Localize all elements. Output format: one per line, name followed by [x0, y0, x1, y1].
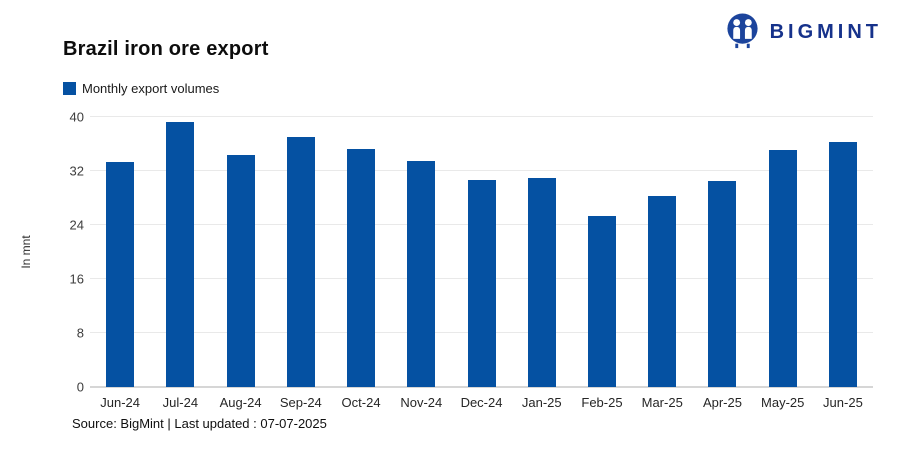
legend-label: Monthly export volumes — [82, 81, 220, 96]
x-tick-label-Aug-24: Aug-24 — [219, 395, 262, 410]
y-tick-label: 32 — [69, 163, 84, 179]
x-tick-label-Jan-25: Jan-25 — [521, 395, 562, 410]
bar-slot — [150, 117, 210, 387]
chart-title: Brazil iron ore export — [63, 38, 269, 60]
x-tick-label-Jul-24: Jul-24 — [162, 395, 199, 410]
bar-Apr-25 — [708, 181, 737, 387]
gridline-32 — [90, 170, 873, 171]
bar-slot — [512, 117, 572, 387]
bar-slot — [90, 117, 150, 387]
x-tick-label-Jun-25: Jun-25 — [823, 395, 863, 410]
bigmint-logo-text: BIGMINT — [769, 21, 882, 43]
y-axis-title: In mnt — [19, 235, 33, 269]
x-tick-label-May-25: May-25 — [761, 395, 805, 410]
bar-Jun-24 — [106, 162, 135, 387]
gridline-40 — [90, 116, 873, 117]
bar-slot — [331, 117, 391, 387]
bar-slot — [572, 117, 632, 387]
y-tick-label: 8 — [76, 325, 84, 341]
x-tick-label-Dec-24: Dec-24 — [460, 395, 503, 410]
y-axis-tick-labels: 0 8 16 24 32 40 — [36, 110, 84, 395]
bar-Nov-24 — [407, 160, 436, 387]
bar-slot — [692, 117, 752, 387]
bar-Jan-25 — [527, 177, 556, 387]
bar-May-25 — [768, 150, 797, 387]
legend: Monthly export volumes — [63, 81, 219, 96]
bar-series — [90, 117, 873, 387]
bar-Jun-25 — [828, 141, 857, 387]
bar-Dec-24 — [467, 180, 496, 387]
bar-Feb-25 — [587, 215, 616, 387]
plot-area — [90, 116, 873, 388]
bar-Aug-24 — [226, 154, 255, 387]
source-note: Source: BigMint | Last updated : 07-07-2… — [72, 416, 327, 431]
y-tick-label: 24 — [69, 217, 84, 233]
bar-slot — [632, 117, 692, 387]
x-axis-tick-labels: Jun-24 Jul-24 Aug-24 Sep-24 Oct-24 Nov-24 Dec-… — [90, 395, 873, 410]
bar-Sep-24 — [286, 137, 315, 387]
bar-slot — [813, 117, 873, 387]
gridline-0 — [90, 386, 873, 388]
bar-slot — [451, 117, 511, 387]
bigmint-miners-icon — [724, 12, 761, 53]
bigmint-logo: BIGMINT — [724, 12, 882, 53]
x-tick-label-Feb-25: Feb-25 — [581, 395, 623, 410]
bar-slot — [271, 117, 331, 387]
y-tick-label: 0 — [76, 379, 84, 395]
bar-slot — [391, 117, 451, 387]
x-tick-label-Apr-25: Apr-25 — [702, 395, 742, 410]
y-tick-label: 16 — [69, 271, 84, 287]
bar-Oct-24 — [347, 148, 376, 387]
bar-Jul-24 — [166, 122, 195, 387]
bar-slot — [753, 117, 813, 387]
bar-Mar-25 — [648, 195, 677, 387]
x-tick-label-Nov-24: Nov-24 — [400, 395, 443, 410]
legend-swatch-icon — [63, 82, 76, 95]
x-tick-label-Mar-25: Mar-25 — [641, 395, 683, 410]
bar-slot — [210, 117, 270, 387]
x-tick-label-Sep-24: Sep-24 — [279, 395, 322, 410]
y-tick-label: 40 — [69, 109, 84, 125]
x-tick-label-Oct-24: Oct-24 — [341, 395, 381, 410]
x-tick-label-Jun-24: Jun-24 — [100, 395, 140, 410]
